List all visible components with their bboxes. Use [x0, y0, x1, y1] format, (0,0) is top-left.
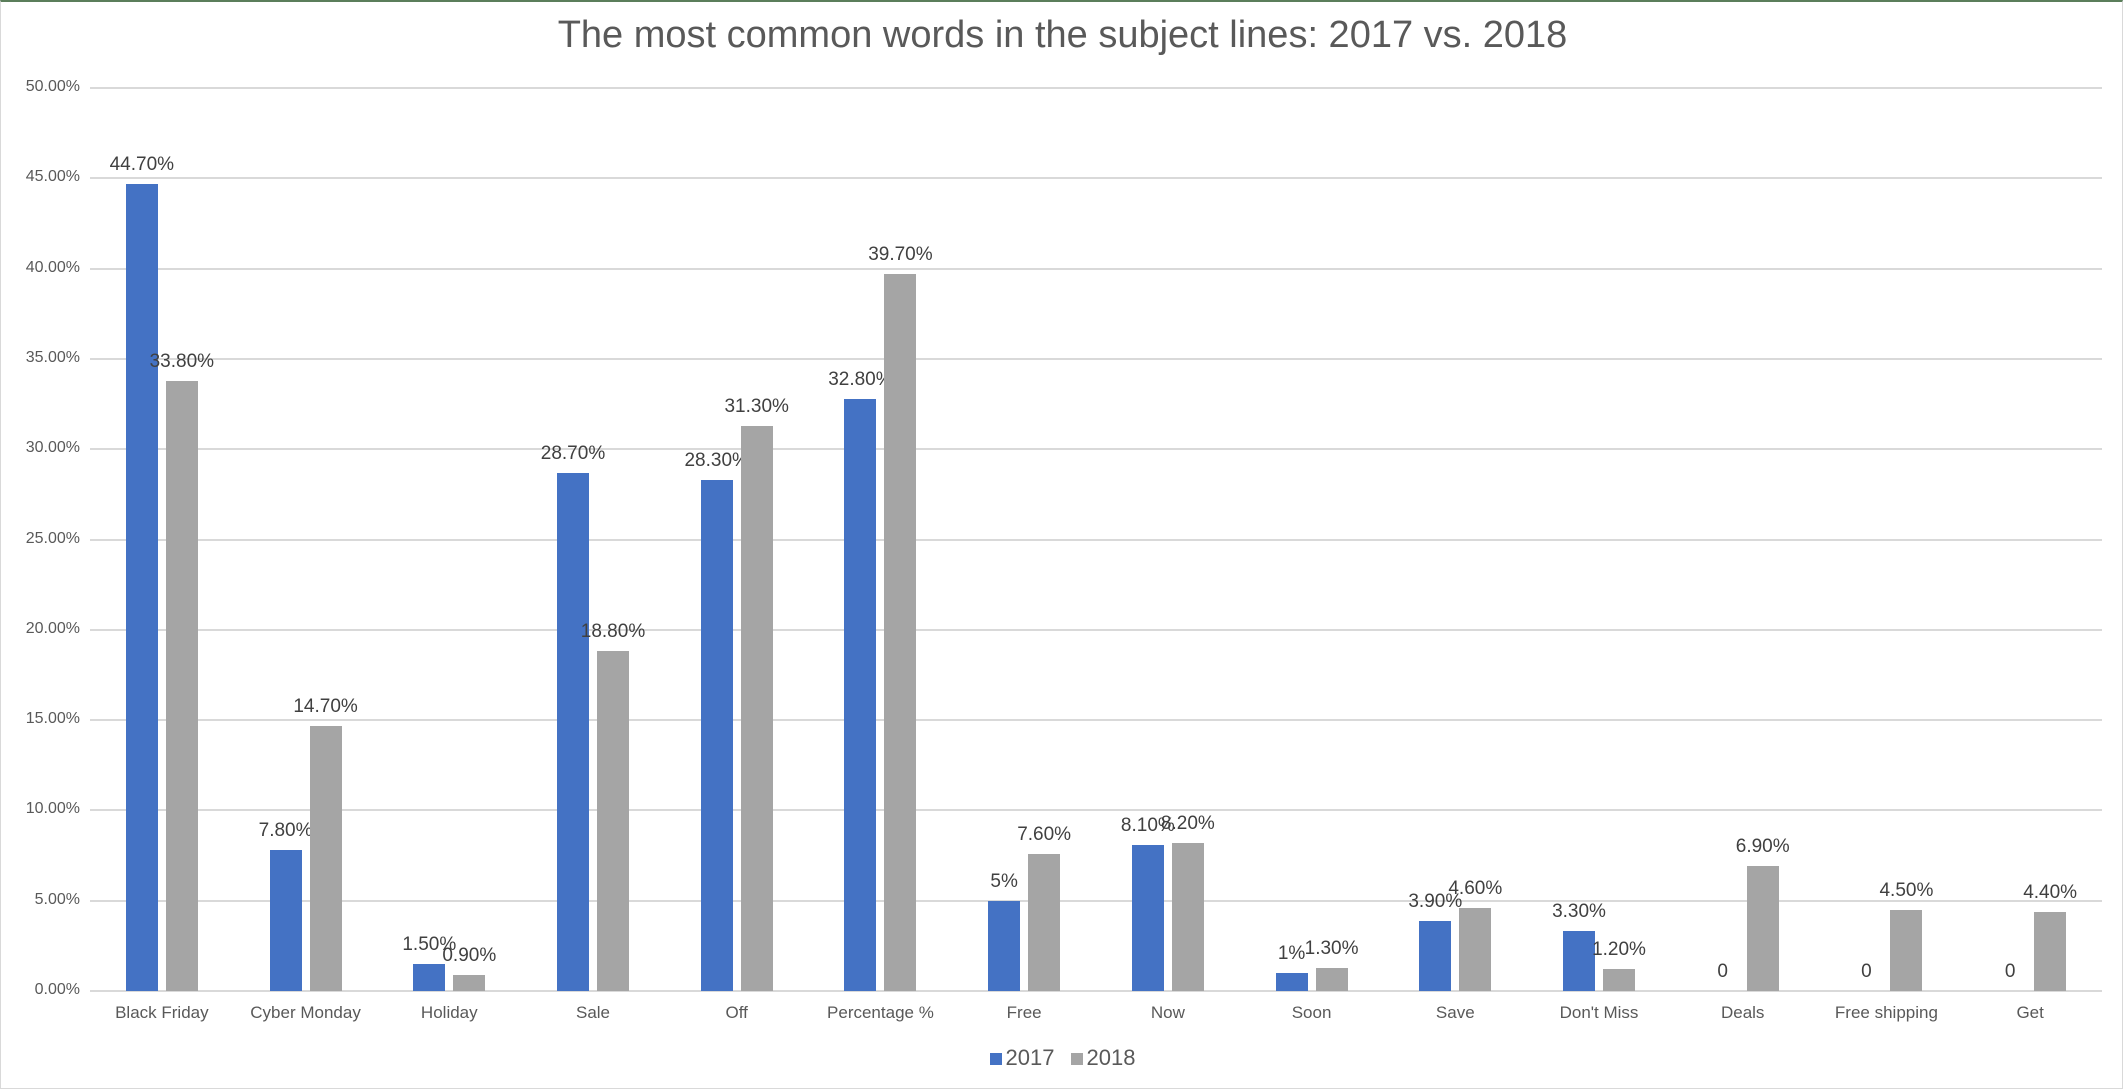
x-tick-label: Deals [1720, 1003, 1765, 1022]
bar-2017 [1131, 844, 1164, 991]
gridline [90, 990, 2102, 992]
bar-2017 [988, 900, 1021, 991]
x-tick-label: Save [1435, 1003, 1475, 1022]
gridline [90, 267, 2102, 270]
data-label: 1.30% [1304, 937, 1359, 959]
legend-swatch [989, 1053, 1002, 1066]
data-label: 0.90% [442, 944, 497, 966]
data-label: 8.20% [1160, 812, 1215, 834]
y-tick-label: 50.00% [25, 78, 80, 95]
gridline [90, 719, 2102, 722]
data-label: 4.40% [2023, 881, 2078, 903]
y-tick-label: 10.00% [25, 800, 80, 818]
y-tick-label: 30.00% [25, 439, 80, 457]
data-label: 5% [990, 870, 1018, 892]
gridline [90, 357, 2102, 360]
gridline [90, 177, 2102, 180]
x-tick-label: Off [725, 1003, 748, 1022]
data-label: 6.90% [1735, 836, 1790, 858]
y-tick-label: 5.00% [34, 890, 80, 908]
bar-2018 [1171, 842, 1204, 991]
bar-2018 [2034, 911, 2067, 991]
x-tick-label: Soon [1291, 1003, 1332, 1022]
legend-swatch [1070, 1053, 1083, 1066]
bar-2018 [1890, 909, 1923, 991]
bar-2018 [597, 651, 629, 991]
bar-2017 [1563, 931, 1595, 991]
bar-2018 [1746, 866, 1779, 991]
data-label: 14.70% [293, 695, 358, 717]
x-tick-label: Sale [575, 1003, 611, 1022]
x-tick-label: Black Friday [115, 1003, 209, 1022]
gridline [90, 448, 2102, 451]
gridline [90, 628, 2102, 631]
legend-label: 2018 [1086, 1045, 1136, 1070]
bar-2017 [700, 479, 733, 991]
y-tick-label: 15.00% [25, 710, 80, 728]
x-tick-label: Don't Miss [1559, 1003, 1639, 1022]
data-label: 0 [1861, 961, 1872, 982]
bar-2017 [125, 183, 158, 991]
x-tick-label: Holiday [420, 1003, 478, 1022]
bar-2017 [1275, 972, 1308, 991]
data-label: 1.20% [1592, 939, 1646, 961]
chart-title: The most common words in the subject lin… [557, 14, 1568, 56]
y-tick-label: 45.00% [25, 168, 80, 186]
bar-2017 [1419, 920, 1452, 991]
bar-2017 [557, 472, 589, 991]
data-label: 1.50% [402, 933, 457, 955]
y-tick-label: 20.00% [25, 619, 80, 637]
x-tick-label: Free shipping [1834, 1003, 1938, 1022]
x-tick-label: Now [1150, 1003, 1185, 1022]
data-label: 3.90% [1408, 890, 1463, 912]
bar-2018 [1459, 907, 1492, 991]
gridline [90, 809, 2102, 812]
y-tick-label: 0.00% [34, 981, 80, 998]
x-tick-label: Free [1006, 1003, 1042, 1022]
bar-2017 [269, 850, 302, 991]
bar-2018 [453, 974, 486, 991]
x-tick-label: Cyber Monday [250, 1003, 361, 1022]
bar-2018 [1028, 853, 1061, 991]
data-label: 32.80% [828, 368, 893, 390]
legend: 2017 2018 [0, 1045, 2125, 1071]
data-label: 18.80% [580, 621, 646, 643]
data-label: 33.80% [149, 350, 215, 372]
data-label: 3.30% [1552, 901, 1606, 923]
gridline [90, 538, 2102, 541]
gridline [90, 87, 2102, 89]
data-label: 0 [1717, 961, 1728, 982]
legend-item-2018: 2018 [1070, 1045, 1136, 1070]
y-tick-label: 40.00% [25, 258, 80, 276]
bar-2018 [740, 425, 773, 991]
bar-2018 [1603, 969, 1635, 991]
data-label: 4.50% [1879, 879, 1934, 901]
bar-2018 [165, 380, 198, 991]
data-label: 28.30% [684, 449, 749, 471]
x-tick-label: Get [2016, 1003, 2044, 1022]
gridline [90, 899, 2102, 902]
data-label: 28.70% [540, 442, 606, 464]
data-label: 7.60% [1017, 823, 1072, 845]
data-label: 39.70% [868, 244, 933, 266]
x-tick-label: Percentage % [827, 1003, 934, 1022]
data-label: 31.30% [724, 395, 789, 417]
data-label: 8.10% [1120, 814, 1175, 836]
bar-2018 [884, 274, 917, 991]
bar-2017 [413, 963, 446, 991]
data-label: 4.60% [1448, 877, 1503, 899]
data-label: 0 [2004, 961, 2016, 982]
data-label: 44.70% [109, 153, 175, 175]
legend-item-2017: 2017 [989, 1045, 1055, 1070]
data-label: 7.80% [258, 820, 313, 842]
data-label: 1% [1277, 942, 1306, 964]
legend-label: 2017 [1005, 1045, 1055, 1070]
plot-area: 0.00% 5.00% 10.00% 15.00% 20.00% 25.00% 30.00%… [26, 78, 2102, 1022]
y-tick-label: 35.00% [25, 348, 80, 366]
y-tick-label: 25.00% [25, 529, 80, 547]
bar-2018 [309, 725, 342, 991]
bar-2017 [844, 398, 877, 991]
bar-2018 [1315, 967, 1348, 991]
